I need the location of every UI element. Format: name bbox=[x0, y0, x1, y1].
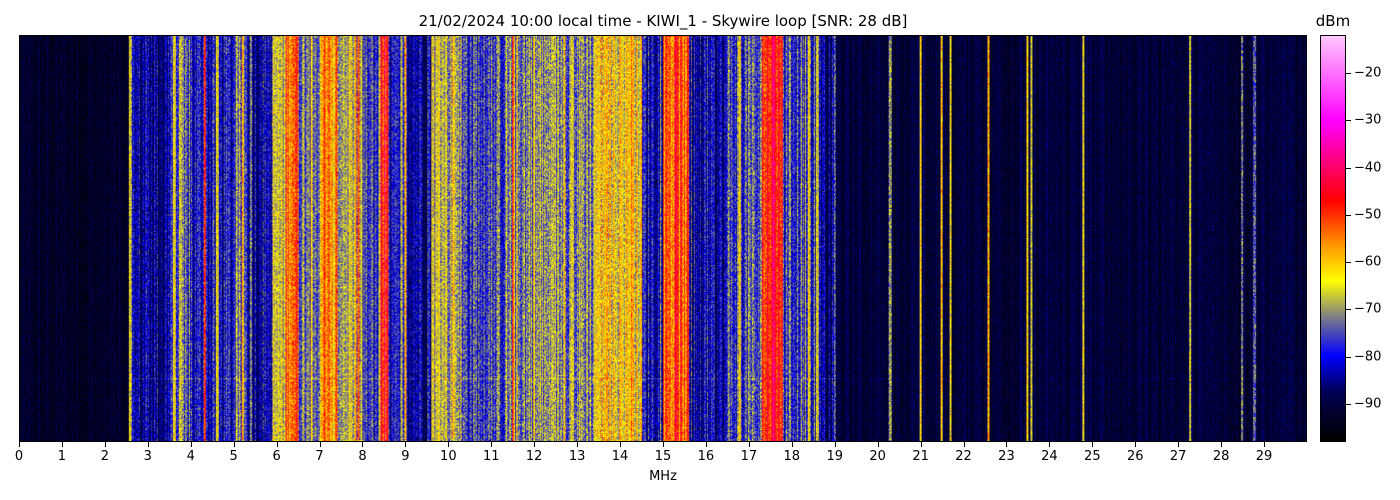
colorbar-tick-label: −50 bbox=[1354, 207, 1382, 223]
x-tick bbox=[1135, 442, 1137, 447]
colorbar-tick-label: −80 bbox=[1354, 349, 1382, 365]
x-tick bbox=[963, 442, 965, 447]
chart-title: 21/02/2024 10:00 local time - KIWI_1 - S… bbox=[418, 12, 908, 30]
x-tick bbox=[104, 442, 106, 447]
x-tick bbox=[1092, 442, 1094, 447]
x-tick bbox=[877, 442, 879, 447]
colorbar-tick-label: −20 bbox=[1354, 65, 1382, 81]
x-tick-label: 5 bbox=[229, 449, 238, 464]
x-tick-label: 15 bbox=[654, 449, 672, 464]
colorbar-tick bbox=[1346, 356, 1351, 358]
x-tick-label: 26 bbox=[1126, 449, 1144, 464]
x-tick-label: 16 bbox=[697, 449, 715, 464]
x-tick bbox=[61, 442, 63, 447]
x-tick-label: 11 bbox=[482, 449, 500, 464]
colorbar-label: dBm bbox=[1315, 12, 1351, 30]
colorbar-tick bbox=[1346, 214, 1351, 216]
x-tick-label: 22 bbox=[955, 449, 972, 464]
x-tick-label: 3 bbox=[143, 449, 152, 464]
x-tick bbox=[233, 442, 235, 447]
colorbar-axis: −20 −30 −40 −50 −60 −70 −80 −90 bbox=[1346, 35, 1400, 442]
x-tick-label: 9 bbox=[401, 449, 410, 464]
x-tick bbox=[1264, 442, 1266, 447]
x-tick-label: 17 bbox=[740, 449, 758, 464]
colorbar-tick-label: −60 bbox=[1354, 254, 1382, 270]
colorbar-tick bbox=[1346, 404, 1351, 406]
x-tick bbox=[791, 442, 793, 447]
x-tick bbox=[748, 442, 750, 447]
colorbar-tick-label: −70 bbox=[1354, 301, 1382, 317]
x-tick-label: 21 bbox=[912, 449, 929, 464]
x-tick bbox=[448, 442, 450, 447]
x-axis-label: MHz bbox=[649, 469, 677, 484]
x-tick bbox=[190, 442, 192, 447]
x-tick-label: 2 bbox=[100, 449, 109, 464]
x-tick-label: 7 bbox=[315, 449, 324, 464]
colorbar-gradient bbox=[1321, 36, 1345, 441]
x-tick-label: 10 bbox=[440, 449, 457, 464]
x-tick-label: 13 bbox=[568, 449, 586, 464]
x-tick-label: 27 bbox=[1169, 449, 1187, 464]
x-tick bbox=[491, 442, 493, 447]
x-tick-label: 12 bbox=[525, 449, 543, 464]
spectrogram-heatmap bbox=[20, 36, 1306, 441]
x-tick-label: 25 bbox=[1084, 449, 1101, 464]
x-tick bbox=[19, 442, 20, 447]
x-tick bbox=[1049, 442, 1051, 447]
x-tick bbox=[920, 442, 922, 447]
x-tick bbox=[620, 442, 622, 447]
x-tick bbox=[1178, 442, 1180, 447]
x-tick-label: 24 bbox=[1041, 449, 1058, 464]
colorbar-tick-label: −40 bbox=[1354, 160, 1382, 175]
x-tick bbox=[705, 442, 707, 447]
x-tick bbox=[319, 442, 321, 447]
x-tick bbox=[663, 442, 664, 447]
x-tick bbox=[276, 442, 278, 447]
x-tick-label: 23 bbox=[998, 449, 1015, 464]
x-tick bbox=[362, 442, 364, 447]
x-tick bbox=[1221, 442, 1223, 447]
colorbar-tick-label: −30 bbox=[1354, 112, 1382, 128]
colorbar-tick-label: −90 bbox=[1354, 396, 1382, 412]
colorbar-tick bbox=[1346, 309, 1351, 311]
x-tick bbox=[534, 442, 536, 447]
x-tick-label: 0 bbox=[14, 449, 24, 464]
x-tick bbox=[834, 442, 836, 447]
x-tick-label: 4 bbox=[186, 449, 195, 464]
colorbar-tick bbox=[1346, 262, 1351, 264]
x-tick bbox=[577, 442, 579, 447]
x-tick-label: 19 bbox=[826, 449, 843, 464]
x-tick bbox=[147, 442, 149, 447]
colorbar-tick bbox=[1346, 120, 1351, 122]
x-tick-label: 28 bbox=[1212, 449, 1230, 464]
x-tick-label: 18 bbox=[783, 449, 801, 464]
x-tick-label: 6 bbox=[272, 449, 281, 464]
colorbar-tick bbox=[1346, 72, 1351, 74]
colorbar-tick bbox=[1346, 167, 1351, 169]
x-tick bbox=[405, 442, 407, 447]
x-tick bbox=[1006, 442, 1008, 447]
spectrogram-plot-area bbox=[19, 35, 1307, 442]
colorbar bbox=[1320, 35, 1346, 442]
x-tick-label: 29 bbox=[1255, 449, 1273, 464]
x-tick-label: 8 bbox=[358, 449, 367, 464]
x-axis: 0 1 2 3 4 5 6 7 8 9 10 11 12 13 14 15 16 17 18 19 20 21 22 23 24… bbox=[15, 442, 1307, 472]
x-tick-label: 20 bbox=[869, 449, 886, 464]
x-tick-label: 1 bbox=[57, 449, 67, 464]
x-tick-label: 14 bbox=[611, 449, 629, 464]
